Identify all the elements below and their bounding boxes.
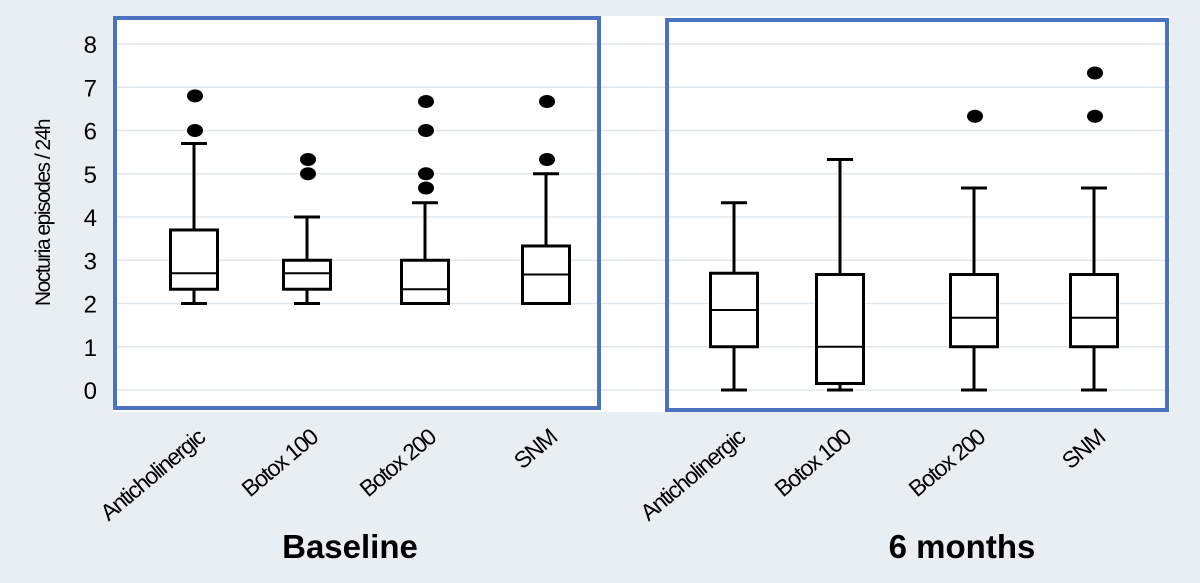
x-category-label: Botox 100: [769, 423, 855, 501]
box-plot: [709, 201, 759, 392]
outlier-point: [539, 95, 555, 109]
panels: [113, 16, 1169, 412]
y-axis-ticks: 0 1 2 3 4 5 6 7 8: [84, 32, 97, 405]
box-plot: [282, 152, 332, 305]
y-tick-label: 2: [84, 292, 97, 319]
y-tick-label: 4: [84, 205, 97, 232]
boxes: [169, 66, 1119, 392]
x-category-label: Botox 100: [236, 423, 322, 501]
box-plot: [400, 95, 450, 305]
y-tick-label: 0: [84, 378, 97, 405]
y-tick-label: 8: [84, 32, 97, 59]
x-category-label: Botox 200: [903, 423, 989, 501]
iqr-box: [169, 228, 219, 291]
outlier-point: [300, 152, 316, 166]
iqr-box: [949, 273, 999, 349]
iqr-box: [1069, 273, 1119, 349]
x-category-label: Botox 200: [354, 423, 440, 501]
box-plot: [169, 89, 219, 305]
group-label: Baseline: [282, 528, 418, 565]
iqr-box: [400, 258, 450, 305]
group-labels: Baseline 6 months: [282, 528, 1035, 565]
box-plot: [521, 95, 571, 305]
y-axis-label: Nocturia episodes / 24h: [32, 119, 55, 306]
panel-border: [665, 18, 1169, 412]
x-axis-category-labels: Anticholinergic Botox 100 Botox 200 SNM Anti…: [95, 423, 1109, 525]
y-tick-label: 1: [84, 335, 97, 362]
outlier-point: [539, 152, 555, 166]
outlier-point: [418, 181, 434, 195]
box-plot: [815, 157, 865, 392]
outlier-point: [1087, 109, 1103, 123]
box-plot: [1069, 66, 1119, 392]
outlier-point: [418, 167, 434, 181]
box-plot: [949, 109, 999, 392]
x-category-label: Anticholinergic: [95, 423, 210, 525]
y-tick-label: 3: [84, 248, 97, 275]
x-category-label: Anticholinergic: [635, 423, 750, 525]
x-category-label: SNM: [509, 424, 562, 474]
outlier-point: [418, 124, 434, 137]
outlier-point: [1087, 66, 1103, 80]
outlier-point: [967, 109, 983, 123]
plot-area: [113, 16, 1170, 412]
x-category-label: SNM: [1057, 424, 1110, 474]
outlier-point: [187, 124, 203, 137]
y-tick-label: 6: [84, 119, 97, 146]
y-tick-label: 7: [84, 75, 97, 102]
y-tick-label: 5: [84, 162, 97, 189]
group-label: 6 months: [889, 528, 1036, 565]
outlier-point: [418, 95, 434, 109]
iqr-box: [282, 258, 332, 291]
outlier-point: [187, 89, 203, 103]
panel-border: [113, 16, 601, 410]
iqr-box: [815, 273, 865, 386]
outlier-point: [300, 167, 316, 181]
